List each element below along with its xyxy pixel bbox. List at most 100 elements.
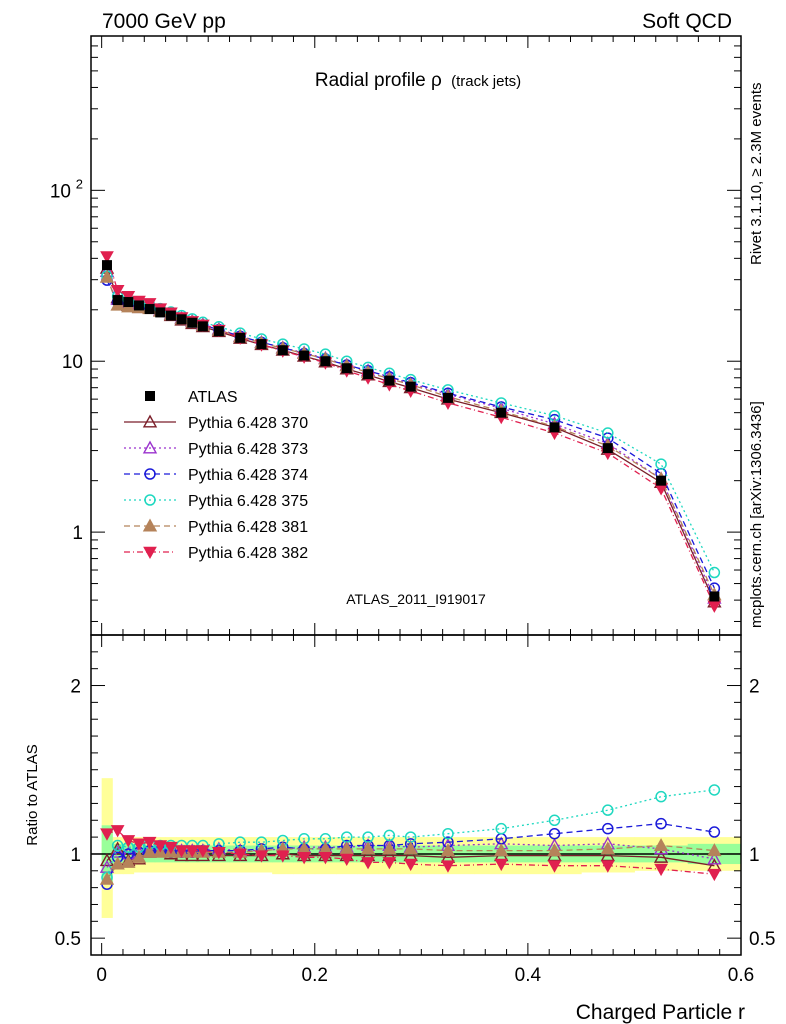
ratio-point: [708, 784, 721, 796]
data-point: [101, 260, 112, 271]
ratio-line: [106, 829, 715, 875]
ratio-point: [131, 849, 147, 863]
data-point: [100, 251, 114, 264]
legend-entry: Pythia 6.428 381: [124, 518, 308, 536]
data-point: [99, 269, 115, 283]
ratio-point: [548, 827, 561, 840]
ratio-point: [153, 840, 168, 853]
data-point: [197, 321, 208, 332]
data-point: [256, 339, 267, 350]
data-point: [405, 381, 416, 392]
y-tick-label: 10: [62, 352, 83, 373]
mcplots-label: mcplots.cern.ch [arXiv:1306.3436]: [748, 401, 765, 628]
legend-entry: Pythia 6.428 373: [124, 440, 308, 458]
y-tick-label: 1: [72, 523, 83, 544]
ratio-y-tick-label: 0.5: [55, 929, 81, 950]
ratio-point: [339, 853, 354, 867]
x-tick-label: 0: [96, 965, 107, 986]
main-title-text: Radial profile ρ: [315, 70, 442, 91]
ratio-point: [382, 841, 397, 855]
ratio-point: [707, 868, 722, 882]
ratio-tick-labels: 0.5 0.5 1 1 2 2 0 0.2 0.4 0.6: [55, 677, 776, 986]
series-line: [106, 279, 715, 589]
data-point: [277, 345, 288, 356]
ratio-frame: [90, 634, 742, 956]
ratio-point: [548, 814, 561, 827]
ratio-point: [121, 835, 136, 848]
ratio-point: [403, 841, 418, 855]
data-point: [121, 290, 136, 304]
ratio-point: [174, 845, 189, 858]
ratio-point: [655, 817, 667, 830]
ratio-point: [600, 841, 615, 855]
main-title-sub: (track jets): [451, 73, 521, 90]
ratio-point: [654, 863, 668, 877]
x-tick-label: 0.2: [302, 965, 328, 986]
data-point: [709, 591, 720, 602]
ratio-point: [600, 848, 615, 862]
data-point: [110, 285, 125, 298]
legend-marker: [142, 518, 158, 532]
ratio-point: [403, 858, 418, 872]
ratio-point: [440, 843, 456, 857]
ratio-point: [653, 849, 669, 863]
ratio-point: [708, 826, 721, 838]
legend-entry: ATLAS: [145, 389, 238, 406]
data-point: [384, 375, 395, 386]
data-point: [133, 300, 144, 311]
data-point: [144, 304, 155, 315]
ratio-line: [106, 789, 715, 878]
data-point: [602, 427, 614, 439]
ratio-point: [383, 829, 396, 842]
ratio-point: [441, 860, 455, 873]
ratio-ylabel: Ratio to ATLAS: [24, 744, 41, 845]
legend-label: Pythia 6.428 375: [188, 493, 308, 510]
data-point: [187, 317, 198, 328]
ratio-point: [707, 843, 722, 857]
ratio-point: [360, 841, 376, 855]
legend-marker: [142, 414, 158, 428]
ratio-point: [495, 822, 507, 835]
legend-entry: Pythia 6.428 370: [124, 414, 308, 432]
ratio-y-tick-label-right: 0.5: [749, 929, 775, 950]
header-left: 7000 GeV pp: [102, 10, 226, 33]
data-point: [341, 363, 352, 374]
data-point: [112, 295, 123, 306]
rivet-label: Rivet 3.1.10, ≥ 2.3M events: [748, 83, 765, 266]
series-atlas: [101, 260, 720, 602]
ratio-point: [339, 841, 354, 855]
legend-marker: [144, 468, 156, 480]
ratio-point: [164, 841, 178, 855]
ratio-point: [602, 804, 614, 816]
ratio-point: [547, 860, 562, 873]
ratio-point: [110, 856, 125, 870]
ratio-point: [297, 852, 311, 865]
analysis-tag: ATLAS_2011_I919017: [346, 591, 486, 607]
legend-entry: Pythia 6.428 375: [124, 493, 308, 510]
main-ticks: [91, 35, 742, 635]
ratio-point: [318, 852, 333, 865]
x-tick-label: 0.6: [728, 965, 754, 986]
x-axis-label: Charged Particle r: [576, 1001, 745, 1024]
data-point: [299, 350, 310, 361]
ratio-y-tick-label-right: 1: [749, 845, 760, 866]
ratio-point: [196, 845, 210, 858]
legend-label: Pythia 6.428 381: [188, 519, 308, 536]
ratio-ticks: [91, 635, 742, 955]
ratio-point: [110, 825, 125, 838]
legend-marker: [145, 391, 155, 401]
data-point: [123, 297, 134, 308]
data-point: [235, 332, 246, 343]
data-point: [442, 392, 453, 403]
data-point: [155, 307, 166, 318]
ratio-series: [99, 784, 722, 891]
legend-label: Pythia 6.428 373: [188, 441, 308, 458]
series-line: [106, 275, 715, 573]
ratio-point: [185, 845, 200, 858]
y-tick-label: 10: [50, 181, 71, 202]
ratio-point: [100, 828, 114, 841]
main-tick-labels: 1 10 10 2: [50, 176, 83, 544]
legend-entry: Pythia 6.428 374: [124, 467, 308, 484]
data-point: [655, 458, 667, 470]
